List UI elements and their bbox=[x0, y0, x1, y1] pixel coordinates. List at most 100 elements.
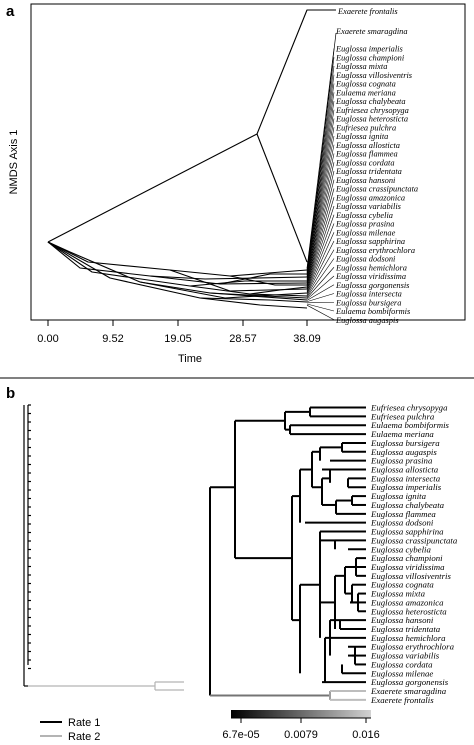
panel-a-taxon-labels: Exaerete frontalis Exaerete smaragdina Eug… bbox=[335, 7, 418, 325]
taxon-label-eufriesea-pulchra: Eufriesea pulchra bbox=[335, 123, 396, 132]
leader-euglossa-flammea bbox=[306, 153, 335, 283]
taxon-label-b-euglossa-ignita: Euglossa ignita bbox=[370, 491, 427, 501]
leader-euglossa-augaspis bbox=[306, 304, 335, 321]
leader-euglossa-gorgonensis bbox=[306, 284, 335, 301]
bundle-branch-13 bbox=[209, 292, 308, 299]
taxon-label-b-euglossa-bursigera: Euglossa bursigera bbox=[370, 438, 440, 448]
x-tick-label-2: 19.05 bbox=[164, 333, 192, 345]
taxon-label-eufriesea-chrysopyga: Eufriesea chrysopyga bbox=[335, 106, 409, 115]
bundle-branch-4 bbox=[47, 241, 308, 309]
taxon-label-b-exaerete-smaragdina: Exaerete smaragdina bbox=[370, 686, 447, 696]
leader-euglossa-viridissima bbox=[306, 275, 335, 300]
leader-euglossa-sapphirina bbox=[306, 240, 335, 295]
leader-euglossa-crassipunctata bbox=[306, 188, 335, 288]
taxon-label-euglossa-allosticta: Euglossa allosticta bbox=[335, 141, 400, 150]
leader-euglossa-intersecta bbox=[306, 293, 335, 302]
taxon-label-euglossa-augaspis: Euglossa augaspis bbox=[335, 316, 399, 325]
leader-euglossa-cognata bbox=[306, 83, 335, 273]
taxon-label-euglossa-hemichlora: Euglossa hemichlora bbox=[335, 263, 407, 272]
bundle-branch-9 bbox=[139, 281, 308, 299]
taxon-label-b-euglossa-hemichlora: Euglossa hemichlora bbox=[370, 633, 446, 643]
leader-euglossa-imperialis bbox=[306, 48, 335, 269]
taxon-label-b-euglossa-prasina: Euglossa prasina bbox=[370, 456, 433, 466]
leader-euglossa-hemichlora bbox=[306, 267, 335, 299]
taxon-label-euglossa-hansoni: Euglossa hansoni bbox=[335, 176, 396, 185]
leader-euglossa-allosticta bbox=[306, 144, 335, 282]
panel-b-letter: b bbox=[6, 385, 15, 402]
leader-euglossa-tridentata bbox=[306, 170, 335, 285]
leader-euglossa-hansoni bbox=[306, 179, 335, 287]
taxon-label-b-euglossa-chalybeata: Euglossa chalybeata bbox=[370, 500, 445, 510]
taxon-label-b-euglossa-hansoni: Euglossa hansoni bbox=[370, 615, 434, 625]
x-tick-label-4: 38.09 bbox=[293, 333, 321, 345]
taxon-label-b-euglossa-erythrochlora: Euglossa erythrochlora bbox=[370, 642, 455, 652]
taxon-label-b-euglossa-augaspis: Euglossa augaspis bbox=[370, 447, 437, 457]
leader-euglossa-villosiventris bbox=[306, 74, 335, 272]
taxon-label-b-euglossa-amazonica: Euglossa amazonica bbox=[370, 597, 444, 607]
taxon-label-b-euglossa-variabilis: Euglossa variabilis bbox=[370, 651, 440, 661]
taxon-label-b-euglossa-dodsoni: Euglossa dodsoni bbox=[370, 518, 434, 528]
leader-euglossa-chalybeata bbox=[306, 100, 335, 276]
panel-a-letter: a bbox=[6, 3, 15, 20]
taxon-label-euglossa-viridissima: Euglossa viridissima bbox=[335, 272, 406, 281]
leader-euglossa-dodsoni bbox=[306, 258, 335, 297]
taxon-label-b-exaerete-frontalis: Exaerete frontalis bbox=[370, 695, 434, 705]
taxon-label-eulaema-bombiformis: Eulaema bombiformis bbox=[335, 307, 410, 316]
taxon-label-b-euglossa-villosiventris: Euglossa villosiventris bbox=[370, 571, 451, 581]
panel-b-legend: Rate 1 Rate 2 bbox=[40, 717, 100, 743]
taxon-label-euglossa-crassipunctata: Euglossa crassipunctata bbox=[335, 185, 418, 194]
leader-eufriesea-pulchra bbox=[306, 127, 335, 279]
leader-euglossa-variabilis bbox=[306, 205, 335, 290]
taxon-label-exaerete-smaragdina: Exaerete smaragdina bbox=[335, 27, 408, 36]
panel-a-y-axis-label: NMDS Axis 1 bbox=[8, 130, 20, 195]
leader-euglossa-amazonica bbox=[306, 197, 335, 289]
taxon-label-b-euglossa-heterosticta: Euglossa heterosticta bbox=[370, 606, 447, 616]
panel-a-phenogram bbox=[47, 9, 337, 321]
taxon-label-euglossa-mixta: Euglossa mixta bbox=[335, 62, 387, 71]
bundle-branch-7 bbox=[189, 280, 307, 287]
colorbar-tick-label-0: 6.7e-05 bbox=[222, 729, 259, 741]
taxon-label-euglossa-cognata: Euglossa cognata bbox=[335, 80, 396, 89]
taxon-label-b-euglossa-tridentata: Euglossa tridentata bbox=[370, 624, 441, 634]
taxon-label-euglossa-prasina: Euglossa prasina bbox=[335, 220, 394, 229]
bundle-branch-10 bbox=[219, 273, 307, 285]
taxon-label-b-euglossa-championi: Euglossa championi bbox=[370, 553, 443, 563]
taxon-label-euglossa-cordata: Euglossa cordata bbox=[335, 158, 395, 167]
leader-eulaema-bombiformis bbox=[306, 303, 335, 312]
leader-eufriesea-chrysopyga bbox=[306, 109, 335, 277]
taxon-label-b-eulaema-meriana: Eulaema meriana bbox=[370, 429, 434, 439]
leader-euglossa-prasina bbox=[306, 223, 335, 293]
branch-exaerete-frontalis bbox=[256, 9, 336, 135]
taxon-label-euglossa-ignita: Euglossa ignita bbox=[335, 132, 388, 141]
taxon-label-euglossa-championi: Euglossa championi bbox=[335, 53, 405, 62]
taxon-label-euglossa-erythrochlora: Euglossa erythrochlora bbox=[335, 246, 415, 255]
taxon-label-b-euglossa-flammea: Euglossa flammea bbox=[370, 509, 436, 519]
taxon-label-b-euglossa-allosticta: Euglossa allosticta bbox=[370, 465, 439, 475]
taxon-label-b-euglossa-milenae: Euglossa milenae bbox=[370, 668, 433, 678]
taxon-label-b-eufriesea-chrysopyga: Eufriesea chrysopyga bbox=[370, 403, 448, 413]
panel-a-x-axis: 0.00 9.52 19.05 28.57 38.09 bbox=[37, 319, 321, 345]
legend-label-rate-1: Rate 1 bbox=[68, 717, 100, 729]
x-tick-label-3: 28.57 bbox=[229, 333, 257, 345]
taxon-label-b-euglossa-mixta: Euglossa mixta bbox=[370, 589, 426, 599]
leader-euglossa-erythrochlora bbox=[306, 249, 335, 296]
taxon-label-euglossa-gorgonensis: Euglossa gorgonensis bbox=[335, 281, 409, 290]
taxon-label-euglossa-cybelia: Euglossa cybelia bbox=[335, 211, 393, 220]
branch-root-to-exaerete bbox=[47, 133, 258, 243]
taxon-label-b-euglossa-intersecta: Euglossa intersecta bbox=[370, 473, 441, 483]
taxon-label-b-eulaema-bombiformis: Eulaema bombiformis bbox=[370, 420, 450, 430]
taxon-label-exaerete-frontalis: Exaerete frontalis bbox=[337, 7, 398, 16]
taxon-label-euglossa-chalybeata: Euglossa chalybeata bbox=[335, 97, 406, 106]
taxon-label-euglossa-tridentata: Euglossa tridentata bbox=[335, 167, 402, 176]
taxon-label-euglossa-villosiventris: Euglossa villosiventris bbox=[335, 71, 412, 80]
panel-b-cladogram bbox=[209, 406, 366, 701]
taxon-label-b-euglossa-crassipunctata: Euglossa crassipunctata bbox=[370, 535, 458, 545]
taxon-label-b-euglossa-cognata: Euglossa cognata bbox=[370, 580, 434, 590]
panel-b-rate-tree bbox=[23, 404, 184, 691]
leader-euglossa-cordata bbox=[306, 162, 335, 284]
taxon-label-euglossa-milenae: Euglossa milenae bbox=[335, 228, 396, 237]
leader-euglossa-championi bbox=[306, 57, 335, 270]
bundle-branch-8 bbox=[199, 297, 308, 303]
